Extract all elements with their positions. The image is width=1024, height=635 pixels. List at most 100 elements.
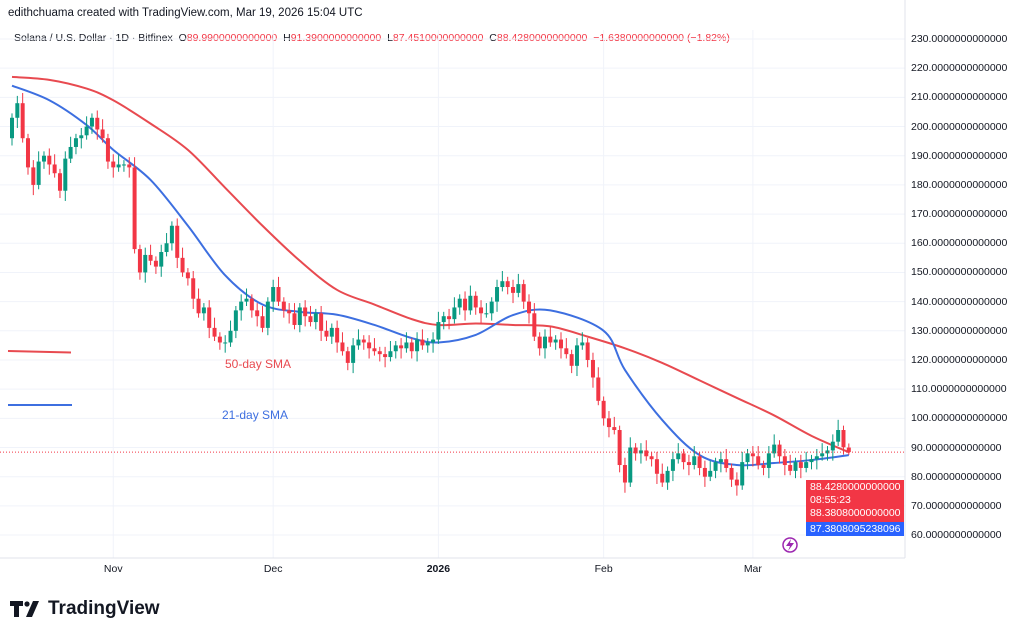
y-tick-label: 150.0000000000000: [911, 266, 1008, 279]
candle-up: [244, 298, 249, 302]
candle-up: [116, 164, 121, 168]
candle-down: [292, 313, 297, 325]
candle-down: [20, 103, 25, 139]
candle-up: [164, 243, 169, 253]
candle-down: [255, 310, 260, 317]
candle-up: [431, 339, 436, 343]
candle-up: [670, 459, 675, 471]
candle-up: [638, 450, 643, 454]
candle-down: [729, 467, 734, 480]
candle-down: [681, 453, 686, 463]
candle-down: [100, 129, 105, 139]
candle-down: [47, 155, 52, 165]
chart-credit: edithchuama created with TradingView.com…: [8, 7, 363, 19]
candle-down: [308, 316, 313, 323]
candle-down: [606, 418, 611, 428]
candle-up: [89, 117, 94, 127]
candle-up: [740, 462, 745, 486]
candle-down: [95, 117, 100, 130]
lightning-icon[interactable]: [782, 537, 798, 553]
x-tick-label: Mar: [743, 563, 762, 575]
candle-down: [548, 336, 553, 343]
last-price-tag: 88.4280000000000 08:55:23 88.38080000000…: [806, 480, 904, 522]
candle-down: [798, 462, 803, 468]
candle-up: [452, 307, 457, 320]
y-tick-label: 110.0000000000000: [911, 383, 1007, 396]
candle-down: [527, 301, 532, 314]
candle-down: [111, 161, 116, 168]
candle-up: [404, 342, 409, 349]
y-tick-label: 130.0000000000000: [911, 324, 1008, 337]
candle-down: [686, 462, 691, 466]
candle-down: [137, 249, 142, 273]
candle-up: [580, 342, 585, 346]
candle-up: [228, 330, 233, 343]
candle-down: [207, 307, 212, 328]
sma21-label: 21-day SMA: [222, 408, 289, 422]
candle-up: [143, 254, 148, 273]
candle-down: [590, 359, 595, 378]
candle-up: [159, 252, 164, 267]
candle-down: [846, 447, 851, 453]
candle-down: [505, 281, 510, 288]
tradingview-logo-icon: [10, 601, 39, 617]
candle-up: [804, 462, 809, 468]
sma50-price: 88.3808000000000: [810, 507, 901, 519]
candle-up: [68, 146, 73, 159]
candle-down: [324, 330, 329, 337]
y-tick-label: 230.0000000000000: [911, 33, 1008, 45]
candle-up: [484, 313, 489, 315]
candle-up: [574, 345, 579, 366]
x-tick-label: Nov: [103, 563, 123, 575]
y-tick-label: 140.0000000000000: [911, 295, 1008, 308]
candle-up: [329, 327, 334, 337]
candle-down: [777, 444, 782, 457]
candle-up: [415, 339, 420, 352]
candle-down: [25, 138, 30, 168]
candle-down: [196, 298, 201, 314]
candle-up: [468, 295, 473, 311]
symbol-legend: Solana / U.S. Dollar · 1D · Bitfinex O89…: [14, 32, 730, 44]
high-value: 91.3900000000000: [290, 32, 382, 44]
candle-up: [121, 164, 126, 166]
candle-down: [180, 257, 185, 273]
sma50-line: [11, 75, 850, 454]
candle-down: [132, 167, 137, 250]
close-value: 88.4280000000000: [496, 32, 588, 44]
candle-down: [377, 351, 382, 355]
candle-down: [345, 351, 350, 363]
candle-down: [473, 295, 478, 308]
x-tick-label: Feb: [594, 563, 613, 575]
candle-up: [489, 301, 494, 314]
candle-down: [319, 313, 324, 331]
candle-down: [521, 284, 526, 302]
candle-up: [297, 307, 302, 325]
candle-down: [479, 307, 484, 314]
candle-up: [393, 345, 398, 352]
candle-down: [217, 336, 222, 343]
candle-up: [830, 441, 835, 451]
x-tick-label: 2026: [426, 563, 451, 575]
candle-up: [265, 301, 270, 328]
candle-up: [516, 284, 521, 293]
y-tick-label: 220.0000000000000: [911, 62, 1008, 75]
candle-up: [73, 138, 78, 147]
candle-down: [761, 465, 766, 468]
candle-down: [617, 430, 622, 466]
candle-up: [809, 459, 814, 463]
candle-up: [351, 345, 356, 363]
candle-up: [793, 462, 798, 471]
candle-up: [628, 447, 633, 483]
candle-up: [495, 287, 500, 302]
y-tick-label: 210.0000000000000: [911, 91, 1008, 104]
bar-countdown: 08:55:23: [810, 494, 851, 506]
sma21-line: [11, 84, 849, 467]
candle-down: [361, 339, 366, 343]
open-label: O: [178, 32, 187, 44]
sma50-legend-line: [7, 350, 72, 354]
candle-down: [191, 278, 196, 299]
tradingview-logo[interactable]: TradingView: [10, 598, 160, 620]
candle-down: [734, 479, 739, 486]
candle-down: [697, 456, 702, 468]
